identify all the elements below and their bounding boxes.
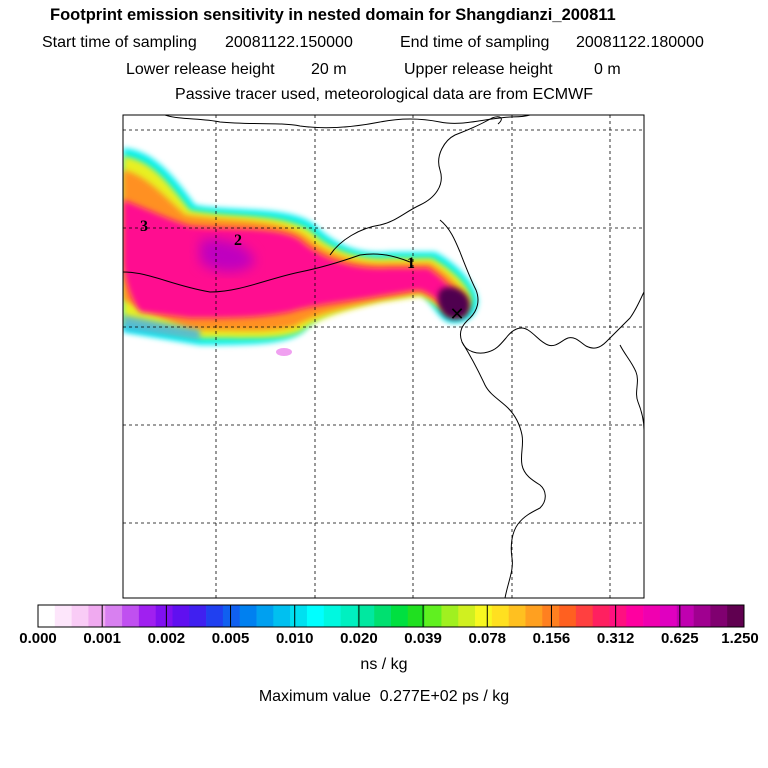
colorbar-swatch	[676, 605, 694, 627]
colorbar-swatch	[189, 605, 207, 627]
tracer-note: Passive tracer used, meteorological data…	[175, 86, 593, 103]
colorbar-tick-label: 0.312	[596, 630, 635, 647]
colorbar-swatch	[643, 605, 661, 627]
colorbar-swatch	[659, 605, 678, 627]
max-value: 0.277E+02 ps / kg	[379, 688, 510, 705]
time-marker-2: 2	[234, 232, 242, 249]
colorbar-swatch	[357, 605, 375, 627]
colorbar-tick-label: 1.250	[721, 630, 759, 647]
colorbar-swatch	[374, 605, 392, 627]
colorbar-swatch	[71, 605, 89, 627]
coast-peninsula	[329, 116, 502, 256]
colorbar-swatch	[559, 605, 577, 627]
map-frame	[122, 114, 645, 599]
max-value-label: Maximum value	[258, 688, 371, 705]
start-time-value: 20081122.150000	[225, 34, 353, 51]
colorbar-swatch	[172, 605, 190, 627]
colorbar-swatch	[290, 605, 308, 627]
coast-south	[461, 341, 546, 598]
colorbar-swatch	[609, 605, 627, 627]
colorbar-swatch	[273, 605, 291, 627]
colorbar-tick-label: 0.001	[83, 630, 121, 647]
colorbar-units: ns / kg	[360, 656, 408, 673]
colorbar-swatch	[138, 605, 156, 627]
plot-title: Footprint emission sensitivity in nested…	[50, 6, 616, 24]
plume-pink	[123, 200, 458, 318]
colorbar-swatch	[222, 605, 241, 627]
colorbar-swatch	[38, 605, 56, 627]
colorbar-tick-label: 0.020	[340, 630, 378, 647]
map-gridlines	[123, 115, 644, 598]
end-time-value: 20081122.180000	[576, 34, 704, 51]
colorbar-swatch	[88, 605, 106, 627]
colorbar-swatch	[508, 605, 526, 627]
colorbar-tick-label: 0.010	[275, 630, 314, 647]
coast-north	[164, 115, 531, 129]
colorbar-swatch	[122, 605, 140, 627]
colorbar-tick-label: 0.002	[147, 630, 186, 647]
colorbar-swatch	[525, 605, 543, 627]
colorbar-tick-label: 0.625	[661, 630, 699, 647]
upper-release-value: 0 m	[594, 61, 621, 78]
colorbar-swatch	[407, 605, 425, 627]
colorbar-swatch	[323, 605, 341, 627]
plume-magenta	[200, 239, 255, 272]
colorbar-swatch	[441, 605, 459, 627]
colorbar-swatch	[475, 605, 493, 627]
colorbar-swatch	[105, 605, 123, 627]
colorbar-swatch	[542, 605, 560, 627]
colorbar-swatch	[693, 605, 711, 627]
colorbar-swatch	[491, 605, 509, 627]
lower-release-label: Lower release height	[126, 61, 275, 78]
colorbar	[37, 604, 745, 628]
colorbar-tick-label: 0.156	[532, 630, 571, 647]
colorbar-tick-label: 0.005	[211, 630, 250, 647]
colorbar-swatch	[391, 605, 409, 627]
coastlines	[123, 115, 644, 598]
end-time-label: End time of sampling	[400, 34, 550, 51]
colorbar-swatch	[206, 605, 224, 627]
colorbar-swatch	[256, 605, 274, 627]
colorbar-tick-label: 0.078	[468, 630, 507, 647]
plume-core	[438, 287, 470, 320]
colorbar-swatch	[155, 605, 173, 627]
lower-release-value: 20 m	[311, 61, 347, 78]
colorbar-swatch	[54, 605, 72, 627]
plume-spot	[276, 348, 292, 356]
receptor-marker: ✕	[449, 304, 464, 324]
max-value-line: Maximum value 0.277E+02 ps / kg	[0, 688, 768, 706]
colorbar-swatch	[306, 605, 325, 627]
time-marker-1: 1	[407, 255, 415, 272]
upper-release-label: Upper release height	[404, 61, 553, 78]
time-marker-3: 3	[140, 218, 148, 235]
colorbar-swatch	[575, 605, 594, 627]
coast-bay	[439, 219, 644, 354]
colorbar-swatch	[592, 605, 610, 627]
border-line	[123, 253, 411, 293]
colorbar-tick-label: 0.039	[404, 630, 442, 647]
plume-layer	[123, 148, 478, 356]
colorbar-swatch	[458, 605, 476, 627]
colorbar-swatch	[727, 605, 745, 627]
coast-east	[619, 344, 644, 431]
colorbar-swatch	[626, 605, 644, 627]
start-time-label: Start time of sampling	[42, 34, 197, 51]
colorbar-frame	[37, 604, 745, 628]
colorbar-swatch	[340, 605, 358, 627]
colorbar-swatch	[239, 605, 257, 627]
colorbar-swatch	[710, 605, 728, 627]
colorbar-tick-label: 0.000	[19, 630, 57, 647]
colorbar-swatch	[424, 605, 442, 627]
